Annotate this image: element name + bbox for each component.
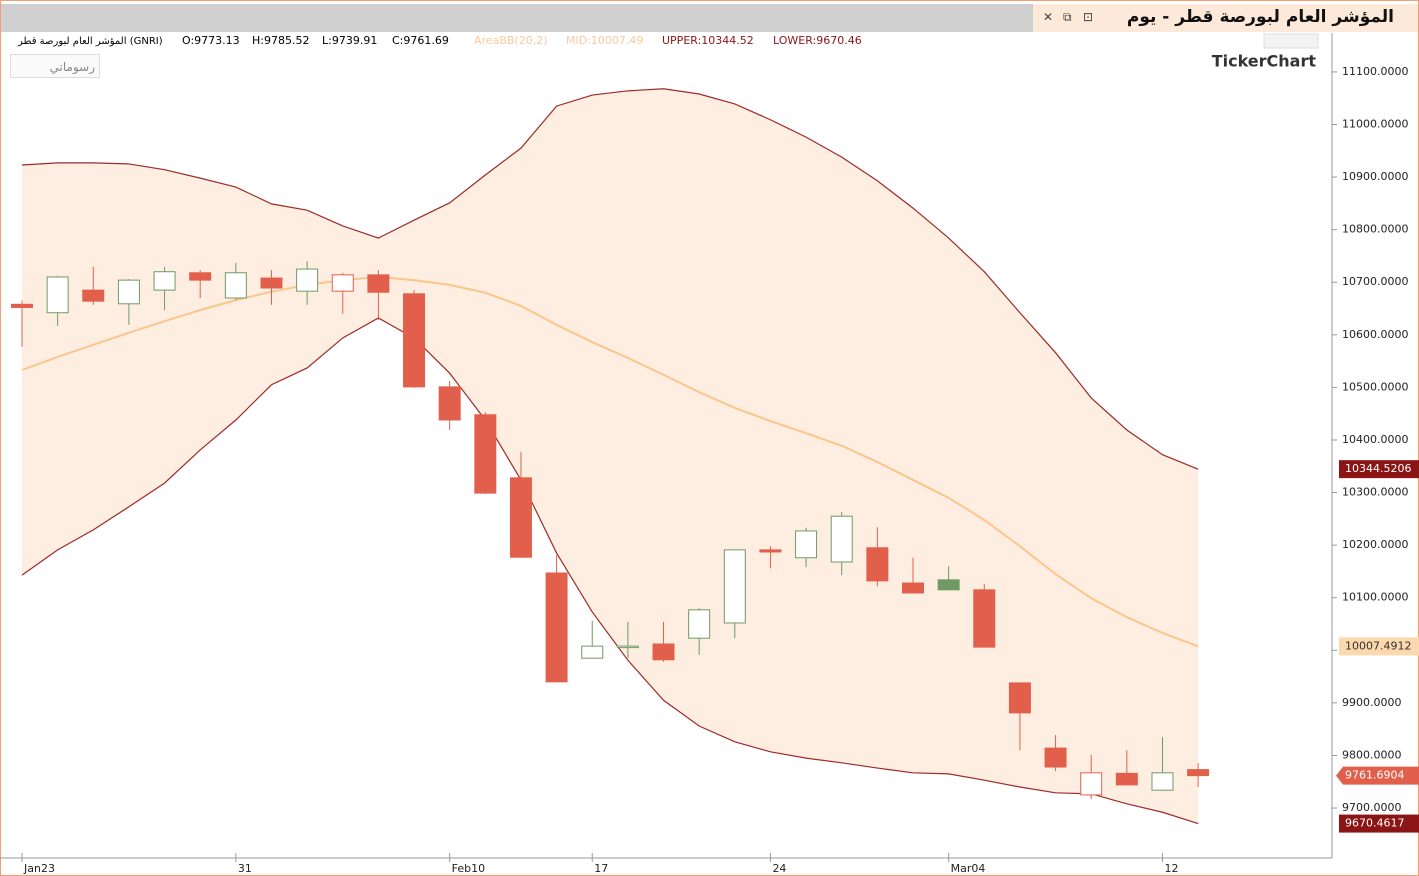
candle-body <box>1044 747 1067 768</box>
candle-body <box>616 645 639 649</box>
brand: TickerChart <box>1212 52 1317 71</box>
y-tick-label: 10700.0000 <box>1342 275 1408 288</box>
drawings-button[interactable]: رسوماتي <box>10 54 100 78</box>
price-tag <box>1339 460 1419 479</box>
y-tick-label: 11100.0000 <box>1342 65 1408 78</box>
candle-body <box>902 582 924 594</box>
copy-button[interactable]: ⧉ <box>1063 10 1072 24</box>
window-title: المؤشر العام لبورصة قطر - يوم <box>1126 7 1394 27</box>
mid-legend: MID:10007.49 <box>566 34 643 47</box>
x-tick-label: Mar04 <box>951 862 986 875</box>
candle-body <box>1008 682 1031 714</box>
candle-body <box>1080 772 1103 796</box>
low-label: L:9739.91 <box>322 34 377 47</box>
price-tag-label: 10344.5206 <box>1345 462 1411 475</box>
y-tick-label: 10600.0000 <box>1342 328 1408 341</box>
candle-body <box>153 271 176 291</box>
x-tick-label: 17 <box>594 862 608 875</box>
candle-body <box>260 277 283 289</box>
candle-body <box>438 386 461 421</box>
x-tick-label: 24 <box>772 862 786 875</box>
price-tag <box>1339 814 1419 833</box>
candle-body <box>581 645 604 659</box>
candle-body <box>189 272 212 281</box>
candle-body <box>11 303 33 308</box>
lower-legend: LOWER:9670.46 <box>773 34 862 47</box>
candle-body <box>652 643 675 661</box>
y-tick-label: 10500.0000 <box>1342 380 1408 393</box>
title-area: ✕ ⧉ ⊡ المؤشر العام لبورصة قطر - يوم <box>1033 4 1418 32</box>
title-bar: ✕ ⧉ ⊡ المؤشر العام لبورصة قطر - يوم <box>1 4 1418 32</box>
candle-body <box>46 276 69 314</box>
y-tick-label: 9900.0000 <box>1342 696 1402 709</box>
candle-body <box>1187 769 1210 777</box>
candle-body <box>1115 772 1138 786</box>
y-tick-label: 9700.0000 <box>1342 801 1402 814</box>
candle-body <box>937 579 960 591</box>
candle-body <box>759 549 782 553</box>
price-tag-label: 10007.4912 <box>1345 639 1411 652</box>
y-tick-label: 10300.0000 <box>1342 486 1408 499</box>
candle-body <box>545 572 568 683</box>
price-tag <box>1336 766 1419 785</box>
y-tick-label: 10900.0000 <box>1342 170 1408 183</box>
band-line <box>21 88 1199 470</box>
indicator-label: AreaBB(20,2) <box>474 34 547 47</box>
candle-body <box>403 293 426 388</box>
close-button[interactable]: ✕ <box>1043 10 1054 24</box>
candle-body <box>723 549 746 624</box>
x-tick-label: 31 <box>238 862 252 875</box>
candle-body <box>474 414 497 494</box>
open-label: O:9773.13 <box>182 34 240 47</box>
x-tick-label: Feb10 <box>452 862 485 875</box>
price-tag-label: 9670.4617 <box>1345 817 1405 830</box>
x-tick-label: Jan23 <box>23 862 55 875</box>
candle-body <box>830 515 853 563</box>
high-label: H:9785.52 <box>252 34 309 47</box>
candle-body <box>973 589 996 648</box>
candle-body <box>117 279 140 305</box>
close-label: C:9761.69 <box>392 34 449 47</box>
candle-body <box>1151 772 1174 791</box>
panel-buttons[interactable] <box>1263 33 1319 49</box>
y-tick-label: 10100.0000 <box>1342 591 1408 604</box>
price-tag <box>1339 637 1419 656</box>
candle-body <box>688 609 711 639</box>
candle-body <box>509 477 532 558</box>
candle-body <box>795 530 818 559</box>
y-tick-label: 10200.0000 <box>1342 538 1408 551</box>
detach-button[interactable]: ⊡ <box>1083 10 1094 24</box>
price-tag-label: 9761.6904 <box>1345 769 1405 782</box>
candle-body <box>331 274 354 292</box>
x-tick-label: 12 <box>1164 862 1178 875</box>
band-line <box>21 275 1199 648</box>
y-tick-label: 9800.0000 <box>1342 748 1402 761</box>
band-line <box>21 317 1199 825</box>
upper-legend: UPPER:10344.52 <box>662 34 754 47</box>
y-tick-label: 11000.0000 <box>1342 117 1408 130</box>
y-tick-label: 10800.0000 <box>1342 223 1408 236</box>
candle-body <box>224 272 247 299</box>
y-tick-label: 10400.0000 <box>1342 433 1408 446</box>
candle-body <box>367 274 390 293</box>
candle-body <box>296 268 319 292</box>
candle-body <box>866 547 889 582</box>
candle-body <box>82 289 105 302</box>
symbol: المؤشر العام لبورصة قطر (GNRI) <box>17 36 163 47</box>
